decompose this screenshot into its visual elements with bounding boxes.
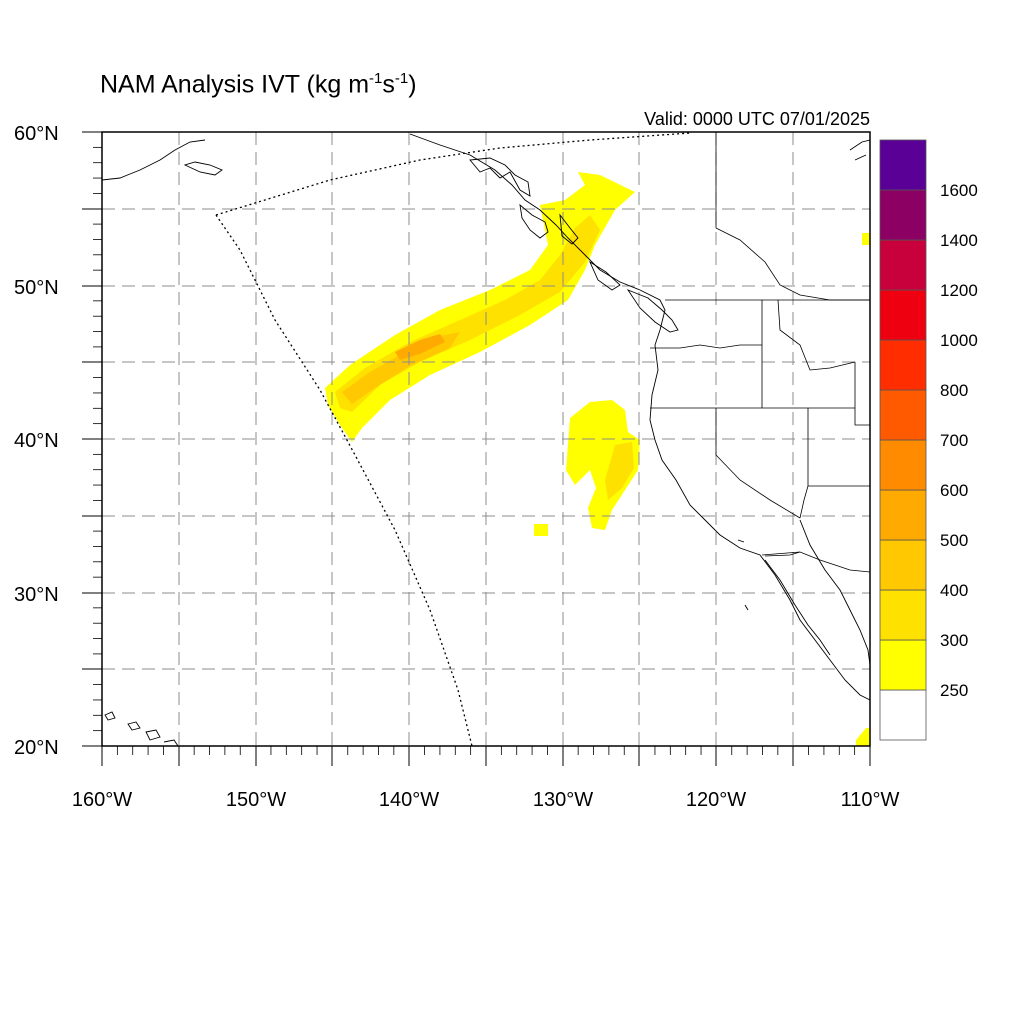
colorbar-label: 300 <box>940 631 968 650</box>
colorbar-labels: 250 300 400 500 600 700 800 1000 1200 1400 1600 <box>940 181 978 700</box>
coastlines <box>102 133 870 746</box>
lat-label-20: 20°N <box>14 737 59 759</box>
colorbar-swatch <box>879 189 927 241</box>
ivt-edge-south <box>856 728 870 746</box>
ivt-blob-offshore-300 <box>605 442 634 500</box>
colorbar-label: 1600 <box>940 181 978 200</box>
colorbar-swatch <box>879 239 927 291</box>
lat-label-50: 50°N <box>14 277 59 299</box>
lon-label-110: 110°W <box>841 789 900 811</box>
lon-label-160: 160°W <box>72 789 132 811</box>
colorbar-label: 1200 <box>940 281 978 300</box>
ivt-blob-offshore <box>566 400 640 530</box>
lon-labels: 160°W 150°W 140°W 130°W 120°W 110°W <box>72 789 900 811</box>
colorbar-swatch <box>879 539 927 591</box>
lat-label-60: 60°N <box>14 123 59 145</box>
colorbar-label: 1000 <box>940 331 978 350</box>
colorbar-swatch <box>879 689 927 741</box>
colorbar-label: 400 <box>940 581 968 600</box>
colorbar-swatch <box>879 139 927 191</box>
colorbar-swatch <box>879 389 927 441</box>
minor-ticks <box>93 146 856 755</box>
colorbar-swatch <box>879 289 927 341</box>
colorbar-label: 800 <box>940 381 968 400</box>
domain-boundary <box>215 132 691 747</box>
lon-label-130: 130°W <box>533 789 593 811</box>
ivt-plume-400 <box>342 332 460 404</box>
ivt-edge-north <box>862 233 870 245</box>
colorbar-swatch <box>879 489 927 541</box>
lon-label-120: 120°W <box>686 789 746 811</box>
lon-label-150: 150°W <box>226 789 286 811</box>
colorbar-swatch <box>879 589 927 641</box>
map-title: NAM Analysis IVT (kg m-1s-1) <box>100 70 417 99</box>
graticule <box>102 132 870 746</box>
colorbar-swatch <box>879 639 927 691</box>
ivt-plume-500 <box>395 334 445 360</box>
lon-label-140: 140°W <box>379 789 439 811</box>
ivt-plume-250 <box>325 172 635 442</box>
colorbar-label: 600 <box>940 481 968 500</box>
colorbar-swatch <box>879 439 927 491</box>
colorbar-label: 1400 <box>940 231 978 250</box>
lat-label-40: 40°N <box>14 430 59 452</box>
political-borders <box>650 132 870 573</box>
colorbar-label: 700 <box>940 431 968 450</box>
colorbar-label: 500 <box>940 531 968 550</box>
ivt-speck <box>534 524 548 536</box>
colorbar-swatch <box>879 339 927 391</box>
colorbar <box>879 139 927 741</box>
lat-labels: 20°N 30°N 40°N 50°N 60°N <box>14 123 59 759</box>
ivt-field <box>325 172 870 746</box>
valid-time-label: Valid: 0000 UTC 07/01/2025 <box>644 109 870 129</box>
colorbar-label: 250 <box>940 681 968 700</box>
lat-label-30: 30°N <box>14 584 59 606</box>
axis-ticks <box>82 131 871 766</box>
